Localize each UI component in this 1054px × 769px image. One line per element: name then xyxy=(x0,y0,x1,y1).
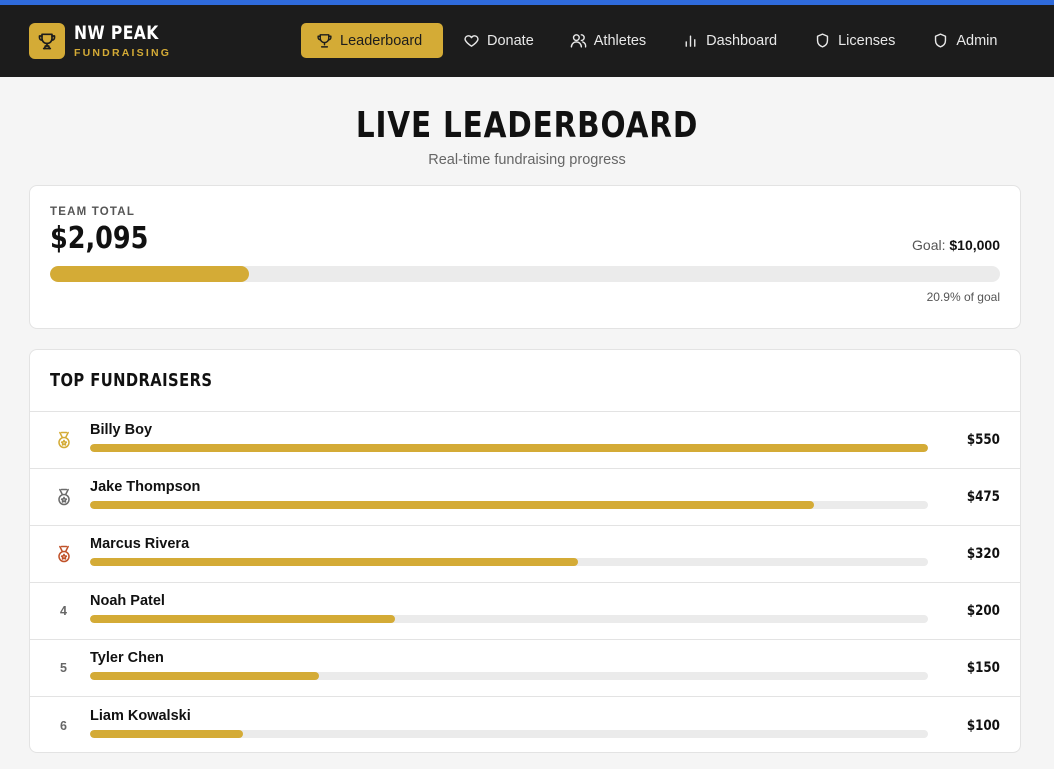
fundraiser-info: Tyler Chen xyxy=(90,650,928,680)
goal-label: Goal: xyxy=(912,237,946,253)
fundraiser-progress-fill xyxy=(90,729,243,738)
rank-number: 5 xyxy=(60,661,67,675)
page-title: LIVE LEADERBOARD xyxy=(355,105,699,146)
nav-dashboard-label: Dashboard xyxy=(706,32,778,49)
bar-chart-icon xyxy=(685,35,696,47)
fundraiser-list: Billy Boy $550 Jake Thompson $475 Marcus Riv… xyxy=(30,412,1020,752)
nav-leaderboard[interactable]: Leaderboard xyxy=(301,23,443,58)
nav-athletes[interactable]: Athletes xyxy=(570,23,646,58)
silver-medal-icon xyxy=(30,487,90,507)
team-total-label: TEAM TOTAL xyxy=(50,206,136,218)
rank-number: 4 xyxy=(60,604,67,618)
top-fundraisers-card: TOP FUNDRAISERS Billy Boy $550 Jake Thomps… xyxy=(29,349,1021,753)
team-progress-fill xyxy=(50,266,249,282)
fundraiser-progress-bar xyxy=(90,501,928,509)
fundraiser-progress-bar xyxy=(90,615,928,623)
list-item[interactable]: Marcus Rivera $320 xyxy=(30,526,1020,583)
shield-icon xyxy=(816,33,829,48)
top-fundraisers-title: TOP FUNDRAISERS xyxy=(50,370,213,391)
list-item[interactable]: 4 Noah Patel $200 xyxy=(30,583,1020,640)
list-item[interactable]: Jake Thompson $475 xyxy=(30,469,1020,526)
fundraiser-info: Jake Thompson xyxy=(90,479,928,509)
nav-donate[interactable]: Donate xyxy=(463,23,534,58)
fundraiser-amount: $100 xyxy=(966,717,1000,734)
nav-dashboard[interactable]: Dashboard xyxy=(682,23,777,58)
fundraiser-progress-fill xyxy=(90,672,319,680)
goal-text: Goal: $10,000 xyxy=(912,237,1000,253)
main-nav: Leaderboard Donate Athletes Dashboard Li… xyxy=(301,23,997,58)
fundraiser-progress-bar xyxy=(90,558,928,566)
fundraiser-progress-fill xyxy=(90,615,396,623)
fundraiser-info: Liam Kowalski xyxy=(90,708,928,738)
shield-icon xyxy=(935,33,947,48)
brand-subtitle: FUNDRAISING xyxy=(74,47,172,59)
fundraiser-amount: $550 xyxy=(966,432,1000,448)
list-item[interactable]: Billy Boy $550 xyxy=(30,412,1020,469)
team-total-amount: $2,095 xyxy=(50,221,149,256)
nav-admin-label: Admin xyxy=(956,32,998,49)
fundraiser-info: Noah Patel xyxy=(90,593,928,623)
team-progress-text: 20.9% of goal xyxy=(926,290,1000,304)
fundraiser-name: Liam Kowalski xyxy=(90,707,191,724)
nav-admin[interactable]: Admin xyxy=(932,23,997,58)
nav-licenses-label: Licenses xyxy=(838,32,896,49)
fundraiser-name: Jake Thompson xyxy=(90,479,201,495)
list-item[interactable]: 5 Tyler Chen $150 xyxy=(30,640,1020,697)
fundraiser-info: Marcus Rivera xyxy=(90,536,928,566)
fundraiser-progress-fill xyxy=(90,444,928,452)
fundraiser-amount: $475 xyxy=(966,489,1000,505)
brand[interactable]: NW PEAK FUNDRAISING xyxy=(29,23,177,59)
team-progress-bar xyxy=(50,266,1000,282)
fundraiser-amount: $320 xyxy=(966,546,1000,562)
top-accent-line xyxy=(0,0,1054,5)
nav-licenses[interactable]: Licenses xyxy=(814,23,895,58)
navbar: NW PEAK FUNDRAISING Leaderboard Donate A… xyxy=(0,5,1054,77)
fundraiser-progress-fill xyxy=(90,558,578,566)
trophy-icon xyxy=(29,23,65,59)
fundraiser-amount: $150 xyxy=(966,660,1000,676)
team-total-card: TEAM TOTAL $2,095 Goal: $10,000 20.9% of… xyxy=(29,185,1021,329)
brand-name: NW PEAK xyxy=(74,22,159,44)
list-item[interactable]: 6 Liam Kowalski $100 xyxy=(30,697,1020,752)
fundraiser-amount: $200 xyxy=(966,603,1000,619)
fundraiser-name: Tyler Chen xyxy=(90,650,164,666)
nav-leaderboard-label: Leaderboard xyxy=(340,32,423,49)
fundraiser-progress-bar xyxy=(90,672,928,680)
nav-athletes-label: Athletes xyxy=(593,32,647,49)
trophy-icon xyxy=(317,34,332,48)
heart-icon xyxy=(464,35,479,47)
fundraiser-progress-bar xyxy=(90,444,928,452)
nav-donate-label: Donate xyxy=(487,32,534,49)
page-subtitle: Real-time fundraising progress xyxy=(428,152,626,168)
fundraiser-progress-fill xyxy=(90,501,815,509)
gold-medal-icon xyxy=(30,430,90,450)
fundraiser-name: Noah Patel xyxy=(90,593,165,609)
fundraiser-name: Marcus Rivera xyxy=(90,536,190,552)
fundraiser-name: Billy Boy xyxy=(90,422,153,438)
bronze-medal-icon xyxy=(30,544,90,564)
fundraiser-info: Billy Boy xyxy=(90,422,928,452)
users-icon xyxy=(570,34,587,48)
rank-number: 6 xyxy=(60,718,67,733)
goal-value: $10,000 xyxy=(949,237,1000,253)
fundraiser-progress-bar xyxy=(90,729,928,738)
